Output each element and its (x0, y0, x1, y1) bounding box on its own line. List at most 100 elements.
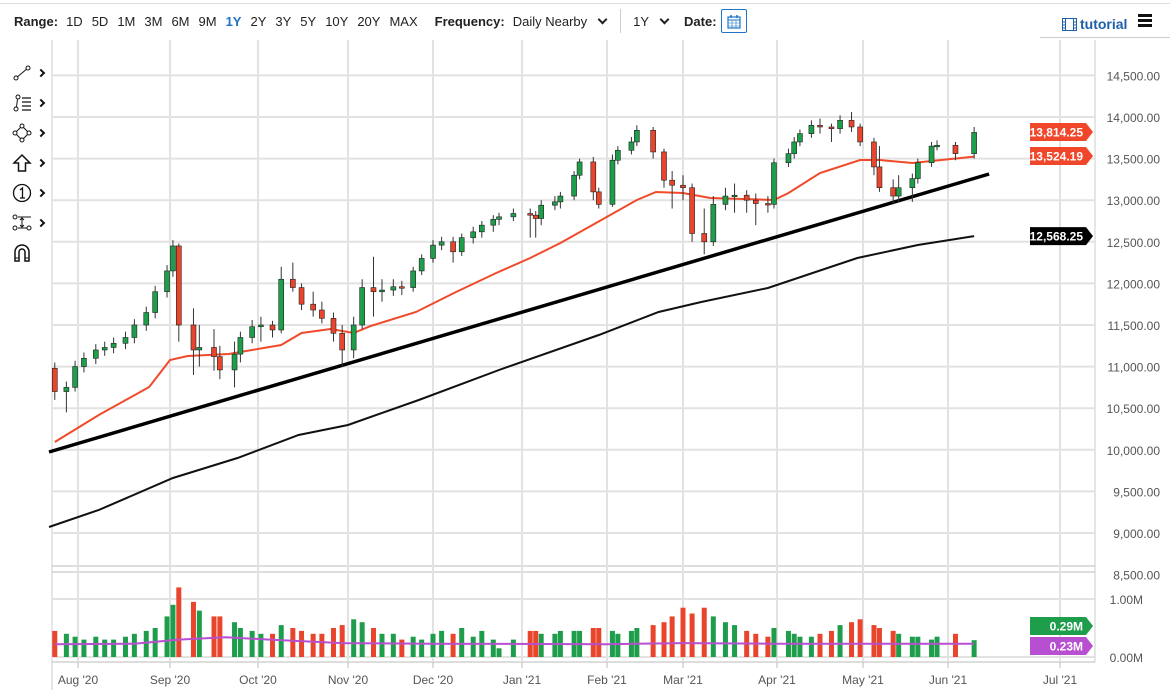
candlestick (828, 123, 835, 142)
volume-bar (490, 639, 496, 657)
price-tag: 12,568.25 (1030, 227, 1093, 246)
volume-bar (808, 636, 814, 657)
header-divider (1040, 37, 1170, 38)
candlestick (164, 265, 170, 298)
candle-body (538, 204, 544, 219)
volume-bar (52, 630, 58, 657)
range-6m[interactable]: 6M (171, 13, 190, 29)
volume-bar (722, 622, 728, 657)
candlestick (710, 196, 717, 246)
volume-bar (710, 616, 716, 657)
volume-bar (837, 625, 843, 657)
range-max[interactable]: MAX (389, 13, 418, 29)
candlestick (410, 266, 416, 292)
candle-body (237, 337, 244, 355)
arrow-tool-button[interactable] (0, 148, 50, 178)
line-tool-button[interactable] (0, 58, 50, 88)
candle-body (418, 258, 425, 272)
y-tick-label: 10,000.00 (1107, 444, 1161, 458)
volume-bar (93, 636, 99, 657)
candlestick (152, 285, 158, 319)
range-10y[interactable]: 10Y (325, 13, 349, 29)
candle-body (771, 162, 777, 205)
volume-bar (650, 625, 656, 657)
candlestick (731, 183, 738, 213)
y-tick-label: 14,500.00 (1107, 69, 1161, 83)
range-buttons: 1D 5D 1M 3M 6M 9M 1Y 2Y 3Y 5Y 10Y 20Y MAX (66, 14, 427, 29)
volume-bar (410, 636, 416, 657)
volume-bar (299, 630, 305, 657)
range-5y[interactable]: 5Y (300, 13, 317, 29)
arrow-tool-icon (12, 153, 32, 172)
candlestick (450, 236, 456, 263)
range-9m[interactable]: 9M (198, 13, 217, 29)
frequency-dropdown[interactable]: Daily Nearby (513, 14, 620, 29)
candle-body (176, 245, 182, 326)
fibonacci-tool-button[interactable] (0, 88, 50, 118)
candlestick (458, 233, 465, 256)
candlestick (479, 221, 485, 238)
candle-body (63, 387, 70, 392)
period-dropdown[interactable]: 1Y (633, 14, 682, 29)
candlestick (557, 191, 564, 209)
tutorial-link[interactable]: tutorial (1062, 16, 1127, 32)
magnet-button[interactable] (0, 238, 50, 268)
candlestick (330, 312, 337, 342)
candlestick (791, 136, 798, 159)
volume-bar (557, 630, 563, 657)
range-2y[interactable]: 2Y (250, 13, 267, 29)
hamburger-menu-icon[interactable] (1138, 14, 1152, 29)
volume-bar (896, 633, 902, 657)
volume-bar (211, 616, 217, 657)
marker-tool-button[interactable] (0, 178, 50, 208)
volume-bar (785, 630, 791, 657)
candlestick (217, 345, 223, 380)
range-3y[interactable]: 3Y (275, 13, 292, 29)
shape-tool-button[interactable] (0, 118, 50, 148)
candle-body (258, 324, 264, 327)
candlestick (143, 306, 150, 331)
volume-bar (111, 639, 117, 657)
candlestick (876, 146, 883, 192)
candle-body (590, 161, 597, 193)
candlestick (615, 146, 621, 165)
volume-bar (971, 640, 977, 657)
volume-bar (628, 630, 634, 657)
measure-tool-button[interactable] (0, 208, 50, 238)
y-tick-label: 9,500.00 (1113, 485, 1160, 499)
candlestick (808, 120, 815, 138)
candlestick (915, 158, 921, 184)
candle-body (661, 151, 667, 181)
candlestick (934, 140, 940, 151)
y-tick-label: 13,000.00 (1107, 194, 1161, 208)
volume-bar (797, 636, 803, 657)
range-3m[interactable]: 3M (144, 13, 163, 29)
candle-body (731, 194, 738, 198)
range-1y[interactable]: 1Y (225, 13, 242, 29)
volume-bar (379, 633, 385, 657)
range-1d[interactable]: 1D (66, 13, 83, 29)
volume-bar (890, 630, 896, 657)
volume-bar (152, 628, 158, 657)
shape-tool-icon (12, 123, 32, 143)
date-picker-button[interactable] (720, 9, 747, 33)
candle-body (430, 244, 436, 259)
candle-body (450, 241, 456, 253)
candlestick (190, 308, 197, 375)
candlestick (848, 112, 855, 132)
range-5d[interactable]: 5D (91, 13, 109, 29)
candlestick (249, 320, 255, 344)
candlestick (110, 337, 117, 354)
volume-bar (190, 601, 196, 657)
range-1m[interactable]: 1M (117, 13, 136, 29)
volume-bar (771, 628, 777, 657)
volume-bar (479, 630, 485, 657)
candle-body (93, 349, 99, 359)
candle-body (490, 219, 497, 226)
volume-bar (849, 622, 855, 657)
volume-bar (909, 636, 915, 657)
range-20y[interactable]: 20Y (357, 13, 381, 29)
candle-body (330, 318, 337, 334)
x-tick-label: Jun '21 (929, 673, 968, 687)
candlestick (196, 325, 203, 367)
